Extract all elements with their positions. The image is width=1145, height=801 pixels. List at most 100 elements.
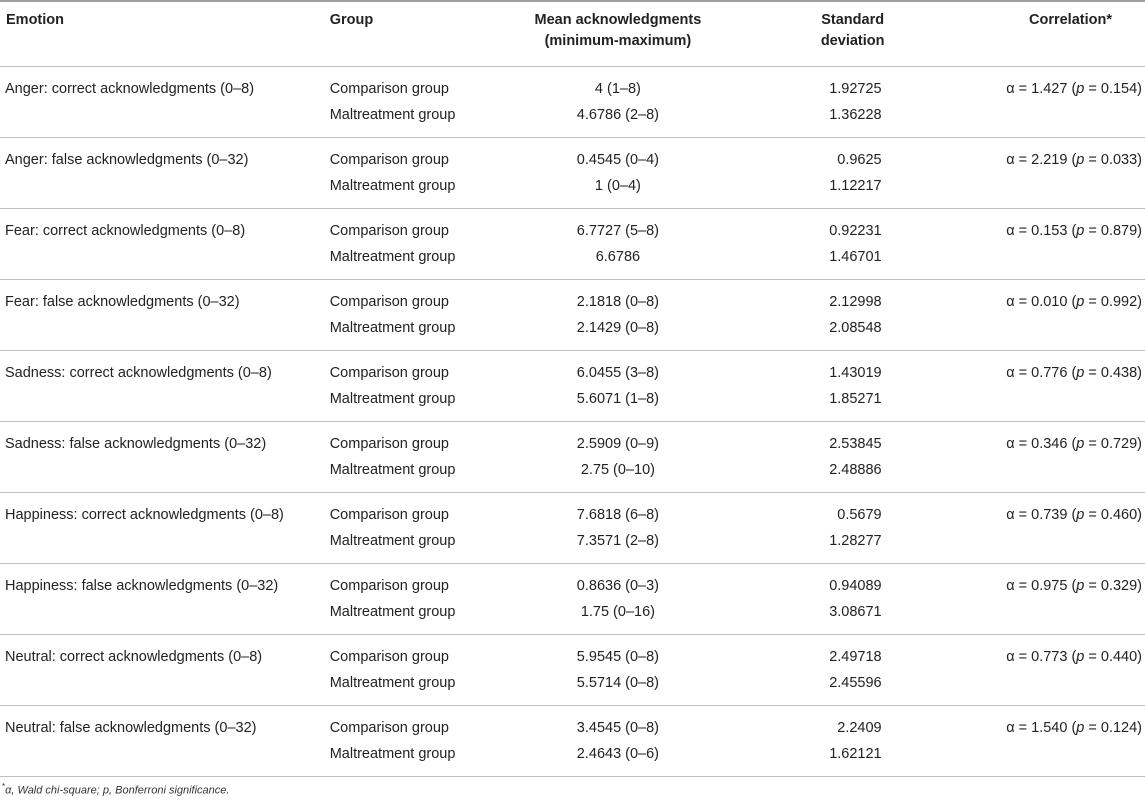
alpha-value: α = 0.346 ( [1006,436,1077,452]
p-value: = 0.992) [1084,294,1142,310]
mean-cell: 6.6786 [486,244,750,280]
mean-cell: 0.4545 (0–4) [576,152,660,168]
sd-cell: 1.62121 [749,741,930,777]
sd-cell: 2.08548 [749,315,930,351]
header-mean: Mean acknowledgments (minimum-maximum) [486,0,750,67]
mean-cell: 2.5909 (0–9) [576,436,660,452]
table-row: Fear: correct acknowledgments (0–8) Compa… [0,209,1145,245]
correlation-cell-empty [929,741,1145,777]
p-symbol: p [1076,152,1085,168]
footnote-text: α, Wald chi-square; p, Bonferroni signif… [5,784,230,797]
group-cell: Comparison group [329,365,449,381]
sd-cell: 1.43019 [829,365,882,381]
mean-cell: 1 (0–4) [486,173,750,209]
p-value: = 0.729) [1084,436,1142,452]
group-cell: Maltreatment group [327,315,487,351]
header-group: Group [327,0,487,67]
correlation-cell-empty [929,315,1145,351]
correlation-cell: α = 0.153 (p = 0.879) [930,209,1145,245]
p-symbol: p [1076,436,1085,452]
table-row: Happiness: correct acknowledgments (0–8)… [0,493,1145,529]
group-cell: Comparison group [329,507,449,523]
emotion-cell-empty [0,386,328,422]
p-symbol: p [1076,294,1085,310]
table-row: Maltreatment group 2.4643 (0–6) 1.62121 [0,741,1145,777]
sd-cell: 2.48886 [749,457,930,493]
emotion-cell: Anger: correct acknowledgments (0–8) [5,81,255,97]
emotion-cell-empty [0,102,328,138]
correlation-cell: α = 0.010 (p = 0.992) [930,280,1145,316]
correlation-cell-empty [929,528,1145,564]
correlation-cell-empty [929,670,1145,706]
table-body: Anger: correct acknowledgments (0–8) Comp… [0,67,1145,777]
table-row: Maltreatment group 4.6786 (2–8) 1.36228 [0,102,1145,138]
correlation-cell-empty [929,457,1145,493]
table-row: Maltreatment group 5.6071 (1–8) 1.85271 [0,386,1145,422]
sd-cell: 3.08671 [749,599,930,635]
group-cell: Comparison group [329,81,449,97]
group-cell: Comparison group [329,152,449,168]
header-mean-line1: Mean acknowledgments [534,12,702,28]
group-cell: Maltreatment group [327,599,487,635]
emotion-cell: Sadness: correct acknowledgments (0–8) [5,365,272,381]
table-footnote: *α, Wald chi-square; p, Bonferroni signi… [2,780,229,798]
correlation-cell-empty [929,386,1145,422]
correlation-cell: α = 0.773 (p = 0.440) [930,635,1145,671]
correlation-cell: α = 1.427 (p = 0.154) [930,67,1145,103]
mean-cell: 2.1818 (0–8) [576,294,660,310]
correlation-cell-empty [929,244,1145,280]
sd-cell: 0.92231 [829,223,882,239]
emotion-cell: Neutral: false acknowledgments (0–32) [5,720,257,736]
header-emotion: Emotion [0,0,328,67]
p-value: = 0.124) [1084,720,1142,736]
group-cell: Maltreatment group [327,102,487,138]
p-symbol: p [1076,365,1085,381]
p-value: = 0.460) [1084,507,1142,523]
table-row: Maltreatment group 5.5714 (0–8) 2.45596 [0,670,1145,706]
sd-cell: 0.94089 [829,578,882,594]
emotion-cell-empty [0,741,328,777]
sd-cell: 2.49718 [829,649,882,665]
group-cell: Maltreatment group [327,528,487,564]
p-symbol: p [1076,720,1085,736]
p-symbol: p [1076,223,1085,239]
sd-cell: 2.2409 [837,720,882,736]
header-row: Emotion Group Mean acknowledgments (mini… [0,0,1145,67]
group-cell: Maltreatment group [327,173,487,209]
group-cell: Comparison group [329,294,449,310]
emotion-cell-empty [0,528,328,564]
correlation-cell-empty [929,173,1145,209]
group-cell: Maltreatment group [327,457,487,493]
correlation-cell: α = 1.540 (p = 0.124) [930,706,1145,742]
sd-cell: 1.28277 [749,528,930,564]
mean-cell: 6.7727 (5–8) [576,223,660,239]
alpha-value: α = 0.153 ( [1006,223,1077,239]
mean-cell: 2.75 (0–10) [486,457,750,493]
table-row: Neutral: correct acknowledgments (0–8) Co… [0,635,1145,671]
p-value: = 0.154) [1084,81,1142,97]
alpha-value: α = 0.773 ( [1006,649,1077,665]
footnote-marker: * [2,782,6,791]
table-row: Happiness: false acknowledgments (0–32) C… [0,564,1145,600]
mean-cell: 7.6818 (6–8) [576,507,660,523]
p-value: = 0.879) [1084,223,1142,239]
mean-cell: 5.9545 (0–8) [576,649,660,665]
table-header: Emotion Group Mean acknowledgments (mini… [0,0,1145,67]
emotion-cell: Happiness: correct acknowledgments (0–8) [5,507,284,523]
table-row: Sadness: false acknowledgments (0–32) Com… [0,422,1145,458]
table-row: Anger: correct acknowledgments (0–8) Comp… [0,67,1145,103]
sd-cell: 1.85271 [749,386,930,422]
group-cell: Comparison group [329,649,449,665]
alpha-value: α = 0.010 ( [1006,294,1077,310]
mean-cell: 6.0455 (3–8) [576,365,660,381]
emotion-cell: Neutral: correct acknowledgments (0–8) [5,649,263,665]
header-correlation: Correlation* [929,0,1145,67]
emotion-cell-empty [0,599,328,635]
correlation-cell: α = 0.776 (p = 0.438) [930,351,1145,387]
mean-cell: 5.6071 (1–8) [486,386,750,422]
group-cell: Comparison group [329,720,449,736]
alpha-value: α = 1.540 ( [1006,720,1077,736]
emotion-cell: Fear: correct acknowledgments (0–8) [5,223,246,239]
group-cell: Maltreatment group [327,741,487,777]
